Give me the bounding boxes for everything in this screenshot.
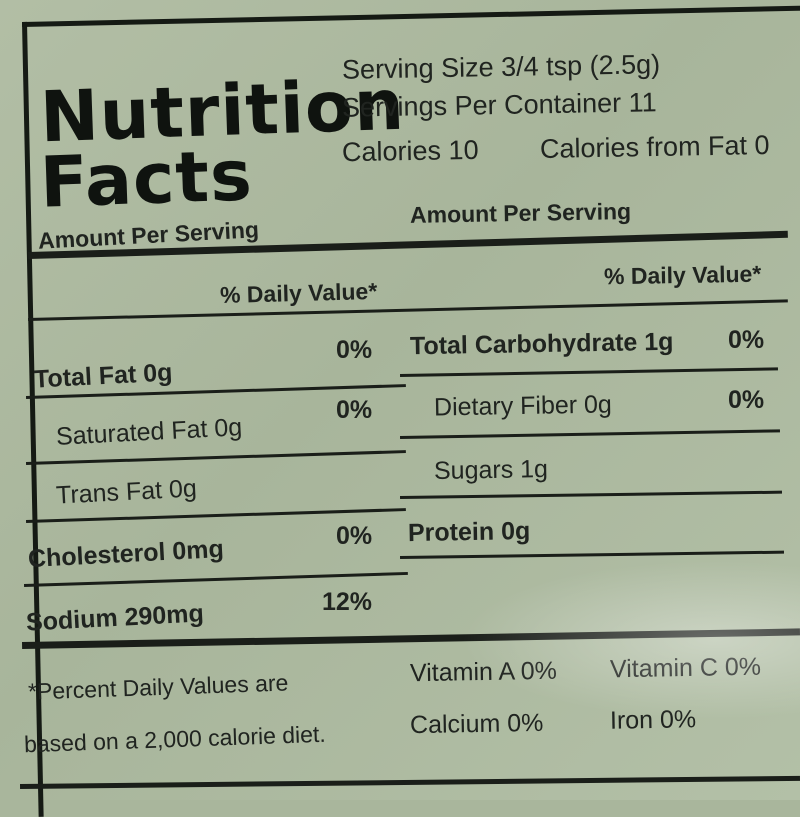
row-sugars-label: Sugars 1g	[433, 455, 549, 485]
vitamin-a: Vitamin A 0%	[409, 656, 558, 688]
row-dietary-fiber-label: Dietary Fiber 0g	[433, 390, 613, 422]
row-sodium-dv: 12%	[322, 588, 373, 616]
row-total-carbohydrate-dv: 0%	[728, 326, 765, 354]
calcium: Calcium 0%	[409, 708, 544, 740]
row-total-carbohydrate-label: Total Carbohydrate 1g	[409, 327, 674, 361]
row-total-fat-dv: 0%	[336, 336, 373, 364]
serving-size: Serving Size 3/4 tsp (2.5g)	[341, 49, 661, 85]
iron: Iron 0%	[609, 705, 697, 735]
right-amount-per-serving: Amount Per Serving	[409, 198, 632, 228]
servings-per-container: Servings Per Container 11	[341, 87, 657, 123]
left-daily-value-header: % Daily Value*	[219, 277, 378, 309]
title-facts: Facts	[38, 134, 254, 224]
calories-from-fat: Calories from Fat 0	[539, 129, 770, 165]
vitamin-c: Vitamin C 0%	[609, 652, 762, 684]
row-protein-label: Protein 0g	[407, 516, 531, 548]
calories: Calories 10	[341, 134, 479, 168]
row-cholesterol-dv: 0%	[336, 522, 373, 550]
row-dietary-fiber-dv: 0%	[728, 386, 765, 414]
right-daily-value-header: % Daily Value*	[603, 260, 762, 290]
row-saturated-fat-dv: 0%	[336, 396, 373, 424]
